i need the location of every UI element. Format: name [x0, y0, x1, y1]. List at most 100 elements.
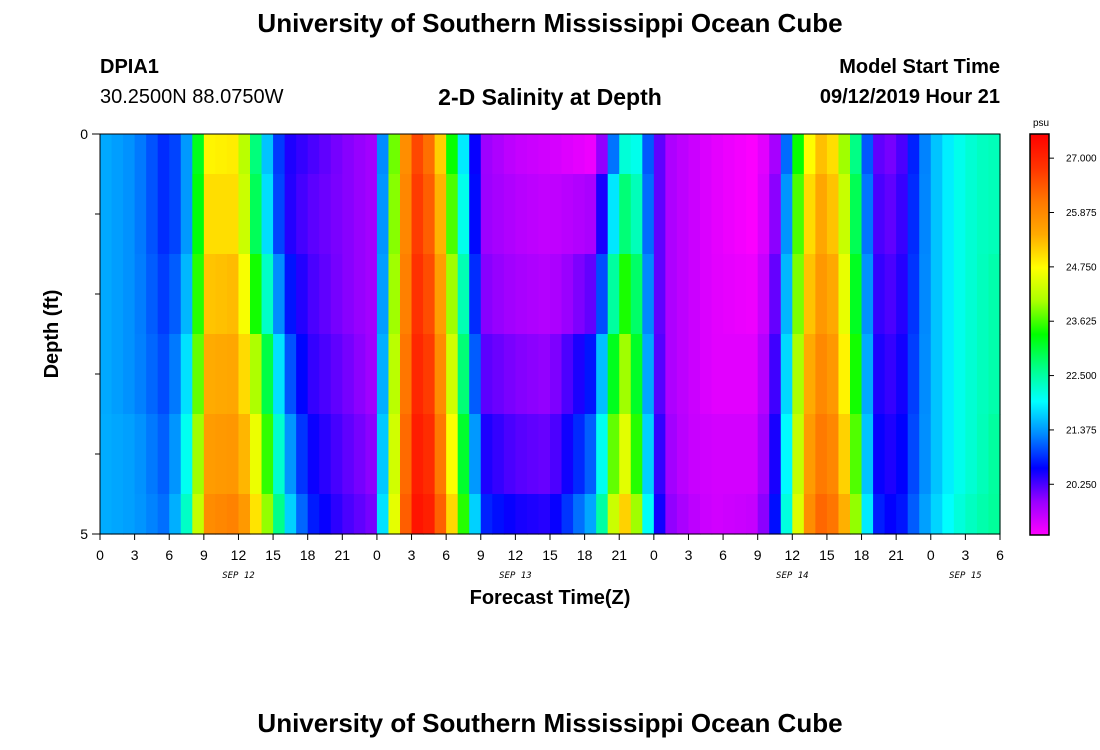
- heatmap-cell: [688, 334, 701, 415]
- heatmap-cell: [953, 414, 966, 495]
- x-tick-label: 6: [165, 547, 173, 563]
- heatmap-cell: [215, 254, 228, 335]
- heatmap-cell: [607, 174, 620, 255]
- heatmap-cell: [561, 134, 574, 175]
- heatmap-cell: [307, 254, 320, 335]
- heatmap-cell: [919, 414, 932, 495]
- heatmap-cell: [296, 174, 309, 255]
- heatmap-cell: [469, 494, 482, 535]
- heatmap-cell: [192, 254, 205, 335]
- heatmap-cell: [653, 334, 666, 415]
- heatmap-cell: [365, 174, 378, 255]
- heatmap-cell: [792, 334, 805, 415]
- heatmap-cell: [111, 134, 124, 175]
- heatmap-cell: [180, 254, 193, 335]
- heatmap-cell: [250, 134, 263, 175]
- heatmap-cell: [711, 254, 724, 335]
- heatmap-cell: [203, 254, 216, 335]
- heatmap-cell: [723, 254, 736, 335]
- heatmap-cell: [100, 254, 113, 335]
- heatmap-cell: [884, 174, 897, 255]
- heatmap-cell: [434, 254, 447, 335]
- heatmap-cell: [365, 134, 378, 175]
- heatmap-cell: [757, 254, 770, 335]
- heatmap-cell: [861, 334, 874, 415]
- heatmap-cell: [826, 414, 840, 495]
- x-axis: 0 3 6 9 12 15 18 21 0 3 6 9 12 15 18 21 0 3 6 9 12 15 18 21 0 3 6 S…: [96, 534, 1004, 581]
- heatmap-cell: [296, 334, 309, 415]
- heatmap-cell: [965, 254, 978, 335]
- heatmap-cell: [503, 254, 516, 335]
- station-id: DPIA1: [100, 56, 159, 78]
- heatmap-cell: [146, 414, 159, 495]
- heatmap-cell: [700, 414, 713, 495]
- heatmap-cell: [503, 134, 516, 175]
- heatmap-cell: [746, 334, 759, 415]
- heatmap-cell: [284, 334, 297, 415]
- heatmap-cell: [688, 494, 701, 535]
- heatmap-cell: [988, 414, 1001, 495]
- heatmap-cell: [376, 254, 390, 335]
- heatmap-cell: [642, 414, 655, 495]
- heatmap-cell: [919, 254, 932, 335]
- x-tick-label: 18: [300, 547, 316, 563]
- heatmap-cell: [619, 494, 632, 535]
- heatmap-cell: [342, 174, 355, 255]
- heatmap-cell: [838, 494, 851, 535]
- heatmap-cell: [769, 254, 782, 335]
- heatmap-cell: [226, 414, 240, 495]
- heatmap-cell: [457, 414, 470, 495]
- heatmap-cell: [861, 414, 874, 495]
- x-day-label: SEP 15: [949, 571, 982, 581]
- heatmap-cell: [561, 494, 574, 535]
- heatmap-cell: [169, 414, 182, 495]
- heatmap-cell: [273, 494, 286, 535]
- heatmap-cell: [653, 414, 666, 495]
- heatmap-cell: [700, 134, 713, 175]
- heatmap-cell: [388, 134, 401, 175]
- heatmap-cell: [203, 134, 216, 175]
- heatmap-cell: [619, 254, 632, 335]
- heatmap-cell: [203, 494, 216, 535]
- heatmap-cell: [538, 254, 551, 335]
- heatmap-cell: [215, 494, 228, 535]
- heatmap-cell: [965, 174, 978, 255]
- heatmap-cell: [238, 254, 251, 335]
- heatmap-cell: [734, 334, 747, 415]
- heatmap-cell: [688, 254, 701, 335]
- heatmap-cell: [503, 414, 516, 495]
- heatmap-cell: [353, 134, 366, 175]
- heatmap-cell: [550, 334, 563, 415]
- heatmap-cell: [330, 254, 343, 335]
- heatmap-cell: [757, 414, 770, 495]
- heatmap-cell: [723, 334, 736, 415]
- heatmap-cell: [480, 254, 493, 335]
- colorbar: psu 27.000 25.875 24.750 23.625 22.500 21.375…: [1029, 118, 1097, 536]
- heatmap-cell: [676, 414, 690, 495]
- heatmap-cell: [700, 254, 713, 335]
- heatmap-cell: [942, 334, 955, 415]
- heatmap-cell: [515, 334, 528, 415]
- heatmap-cell: [723, 414, 736, 495]
- heatmap-cell: [111, 174, 124, 255]
- x-tick-label: 0: [373, 547, 381, 563]
- heatmap-cell: [111, 494, 124, 535]
- heatmap-cell: [861, 134, 874, 175]
- heatmap-cell: [330, 494, 343, 535]
- heatmap-cell: [769, 414, 782, 495]
- heatmap-cell: [192, 334, 205, 415]
- heatmap-cell: [376, 174, 390, 255]
- heatmap-cell: [965, 334, 978, 415]
- heatmap-cell: [757, 174, 770, 255]
- heatmap-cell: [930, 494, 943, 535]
- heatmap-cell: [446, 494, 459, 535]
- heatmap-cell: [942, 134, 955, 175]
- heatmap-cell: [757, 494, 770, 535]
- heatmap-cell: [250, 414, 263, 495]
- heatmap-cell: [123, 494, 136, 535]
- heatmap-cell: [446, 334, 459, 415]
- heatmap-cell: [123, 174, 136, 255]
- heatmap-cell: [215, 334, 228, 415]
- heatmap-cell: [861, 494, 874, 535]
- heatmap-cell: [503, 494, 516, 535]
